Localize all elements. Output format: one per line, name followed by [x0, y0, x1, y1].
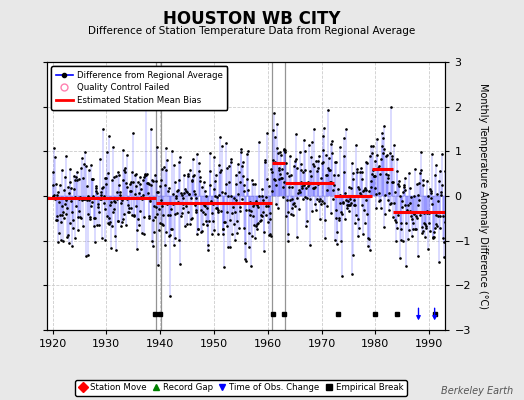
Text: Difference of Station Temperature Data from Regional Average: Difference of Station Temperature Data f…: [88, 26, 415, 36]
Text: Berkeley Earth: Berkeley Earth: [441, 386, 514, 396]
Legend: Station Move, Record Gap, Time of Obs. Change, Empirical Break: Station Move, Record Gap, Time of Obs. C…: [75, 380, 407, 396]
Y-axis label: Monthly Temperature Anomaly Difference (°C): Monthly Temperature Anomaly Difference (…: [477, 83, 488, 309]
Text: HOUSTON WB CITY: HOUSTON WB CITY: [163, 10, 340, 28]
Legend: Difference from Regional Average, Quality Control Failed, Estimated Station Mean: Difference from Regional Average, Qualit…: [51, 66, 227, 110]
